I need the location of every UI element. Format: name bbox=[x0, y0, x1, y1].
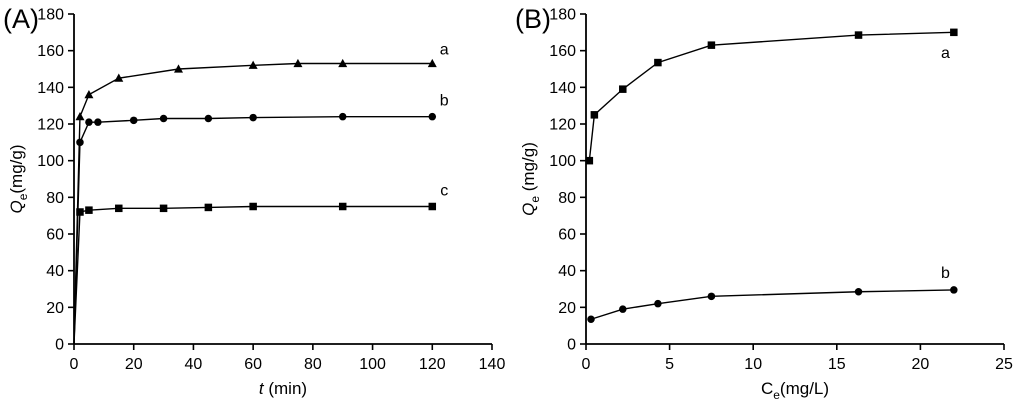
data-point-triangle bbox=[338, 58, 348, 68]
panel-label: (A) bbox=[3, 4, 39, 34]
y-tick-label: 80 bbox=[558, 190, 576, 207]
data-point-circle bbox=[707, 292, 716, 301]
y-tick-label: 60 bbox=[558, 227, 576, 244]
x-tick-label: 100 bbox=[359, 356, 386, 373]
x-tick-label: 80 bbox=[304, 356, 322, 373]
data-point-triangle bbox=[248, 60, 258, 69]
data-point-circle bbox=[159, 114, 168, 123]
y-tick-label: 20 bbox=[46, 300, 64, 317]
data-point-square bbox=[249, 202, 257, 211]
y-tick-label: 180 bbox=[549, 7, 576, 24]
data-point-circle bbox=[76, 138, 84, 147]
data-point-circle bbox=[950, 286, 958, 294]
x-tick-label: 5 bbox=[665, 356, 674, 373]
y-axis-title: Qe(mg/g) bbox=[7, 144, 30, 213]
series-label-a: a bbox=[440, 41, 449, 58]
data-point-triangle bbox=[114, 73, 124, 82]
x-tick-label: 60 bbox=[244, 356, 262, 373]
data-point-triangle bbox=[84, 90, 94, 99]
data-point-square bbox=[590, 111, 599, 119]
x-tick-label: 140 bbox=[479, 356, 506, 373]
chart-panel-a: 0 20 40 60 80 100 120 140 0 20 40 60 80 100 120 140 160 1… bbox=[3, 4, 505, 399]
x-axis-title: Ce(mg/L) bbox=[761, 379, 829, 402]
data-point-circle bbox=[85, 118, 93, 126]
x-tick-label: 10 bbox=[744, 356, 762, 373]
y-tick-label: 0 bbox=[55, 337, 64, 354]
y-tick-label: 140 bbox=[37, 80, 64, 97]
data-point-circle bbox=[854, 288, 863, 296]
chart-svg-a: 0 20 40 60 80 100 120 140 0 20 40 60 80 100 120 140 160 1… bbox=[3, 4, 505, 399]
data-point-circle bbox=[619, 305, 627, 313]
data-point-circle bbox=[428, 112, 437, 121]
x-tick-label: 0 bbox=[582, 356, 591, 373]
data-point-triangle bbox=[427, 58, 437, 68]
x-tick-label: 40 bbox=[185, 356, 203, 373]
data-point-square bbox=[204, 203, 213, 212]
y-tick-label: 160 bbox=[549, 43, 576, 60]
data-point-square bbox=[654, 58, 662, 67]
data-point-square bbox=[428, 202, 437, 211]
data-point-circle bbox=[129, 116, 138, 125]
data-point-circle bbox=[654, 299, 662, 308]
data-point-triangle bbox=[293, 58, 303, 68]
data-point-square bbox=[85, 206, 93, 214]
y-tick-label: 0 bbox=[567, 337, 576, 354]
y-tick-label: 100 bbox=[37, 153, 64, 170]
data-point-square bbox=[619, 85, 627, 93]
data-point-square bbox=[585, 156, 594, 165]
data-point-circle bbox=[587, 315, 595, 323]
series-label-b: b bbox=[440, 93, 449, 110]
y-axis-title: Qe (mg/g) bbox=[519, 142, 542, 216]
plot-area: 0 5 10 15 20 25 0 20 40 60 80 100 120 140 160 180 a b Ce(m… bbox=[519, 7, 1013, 402]
chart-svg-b: 0 5 10 15 20 25 0 20 40 60 80 100 120 140 160 180 a b Ce(m… bbox=[515, 4, 1013, 402]
x-tick-label: 15 bbox=[828, 356, 846, 373]
panel-label: (B) bbox=[515, 4, 551, 34]
data-point-triangle bbox=[75, 112, 85, 121]
y-tick-label: 100 bbox=[549, 153, 576, 170]
chart-panel-b: 0 5 10 15 20 25 0 20 40 60 80 100 120 140 160 180 a b Ce(m… bbox=[512, 0, 1024, 408]
series-label-b: b bbox=[941, 265, 950, 282]
data-point-circle bbox=[94, 118, 102, 126]
y-tick-label: 40 bbox=[46, 263, 64, 280]
series-label-c: c bbox=[440, 183, 448, 200]
x-tick-label: 25 bbox=[995, 356, 1013, 373]
y-tick-label: 160 bbox=[37, 43, 64, 60]
y-tick-label: 80 bbox=[46, 190, 64, 207]
y-tick-label: 140 bbox=[549, 80, 576, 97]
series-line-b bbox=[73, 115, 433, 345]
data-point-square bbox=[338, 202, 347, 211]
data-point-square bbox=[159, 204, 168, 213]
data-point-square bbox=[115, 204, 123, 213]
series-line-b bbox=[590, 289, 954, 320]
data-point-circle bbox=[204, 114, 213, 123]
y-tick-label: 60 bbox=[46, 227, 64, 244]
data-point-circle bbox=[338, 112, 347, 121]
data-point-square bbox=[707, 41, 716, 49]
y-tick-label: 180 bbox=[37, 7, 64, 24]
y-tick-label: 120 bbox=[549, 117, 576, 134]
x-tick-label: 120 bbox=[419, 356, 446, 373]
data-point-square bbox=[76, 208, 84, 216]
series-label-a: a bbox=[941, 45, 950, 62]
x-tick-label: 20 bbox=[912, 356, 930, 373]
series-line-a bbox=[588, 31, 954, 161]
plot-area: 0 20 40 60 80 100 120 140 0 20 40 60 80 100 120 140 160 1… bbox=[7, 7, 505, 399]
data-point-circle bbox=[249, 113, 257, 122]
y-tick-label: 20 bbox=[558, 300, 576, 317]
x-tick-label: 20 bbox=[125, 356, 143, 373]
data-point-square bbox=[854, 31, 863, 39]
y-tick-label: 40 bbox=[558, 263, 576, 280]
x-tick-label: 0 bbox=[70, 356, 79, 373]
data-point-triangle bbox=[174, 64, 183, 73]
data-point-square bbox=[950, 28, 958, 37]
y-tick-label: 120 bbox=[37, 117, 64, 134]
x-axis-title: t (min) bbox=[259, 379, 307, 398]
series-line-c bbox=[73, 205, 433, 345]
